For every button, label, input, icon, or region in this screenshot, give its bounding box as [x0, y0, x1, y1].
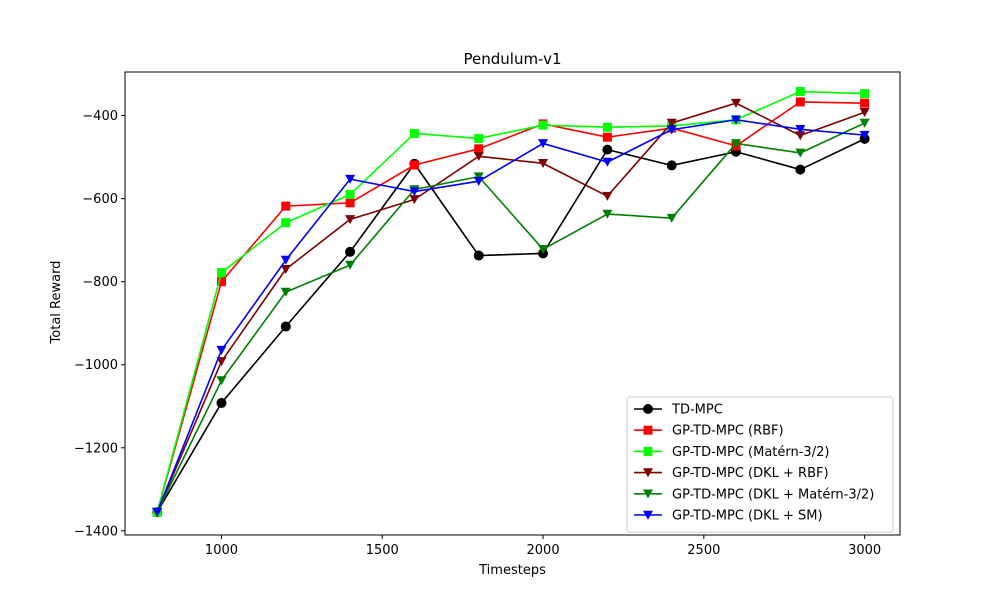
series-line-6 — [156, 118, 865, 513]
data-point-6 — [795, 125, 806, 135]
legend-label: GP-TD-MPC (RBF) — [672, 424, 784, 439]
data-point-4 — [409, 195, 420, 205]
data-point-2 — [602, 132, 612, 142]
data-point-2 — [281, 201, 291, 211]
plot-area: 1000 1500 2000 2500 3000 −1400 −1200 −1000 −800 −… — [74, 71, 901, 558]
y-tick-label: −400 — [82, 109, 118, 124]
data-point-6 — [859, 130, 870, 140]
y-tick-label: −800 — [82, 275, 118, 290]
data-point-4 — [216, 357, 227, 367]
y-tick-label: −1200 — [74, 441, 118, 456]
data-point-4 — [730, 98, 741, 108]
legend-marker — [643, 446, 653, 456]
data-point-2 — [345, 198, 355, 208]
legend-label: GP-TD-MPC (DKL + Matérn-3/2) — [672, 487, 874, 502]
y-axis-label: Total Reward — [49, 261, 64, 345]
data-point-5 — [666, 213, 677, 223]
data-point-5 — [345, 260, 356, 270]
legend-label: TD-MPC — [671, 403, 723, 418]
data-point-2 — [409, 160, 419, 170]
x-tick-label: 1000 — [205, 543, 238, 558]
data-point-6 — [473, 176, 484, 186]
series-line-1 — [156, 138, 865, 513]
legend-label: GP-TD-MPC (Matérn-3/2) — [672, 445, 829, 460]
data-point-5 — [859, 118, 870, 128]
data-point-6 — [666, 125, 677, 135]
data-point-6 — [602, 157, 613, 167]
data-point-4 — [345, 215, 356, 225]
data-point-1 — [666, 160, 677, 171]
legend-marker — [643, 468, 653, 478]
data-point-1 — [473, 250, 484, 261]
series-line-4 — [156, 102, 865, 513]
x-tick-label: 2000 — [527, 543, 560, 558]
x-tick-label: 3000 — [848, 543, 881, 558]
data-point-6 — [216, 345, 227, 355]
legend-marker — [643, 425, 653, 435]
data-point-5 — [216, 376, 227, 386]
y-tick-label: −600 — [82, 192, 118, 207]
data-point-4 — [859, 107, 870, 117]
x-tick-label: 1500 — [366, 543, 399, 558]
data-point-6 — [280, 255, 291, 265]
data-point-5 — [538, 245, 549, 255]
legend: TD-MPC GP-TD-MPC (RBF) GP-TD-MPC (Matérn-3… — [626, 396, 894, 533]
data-point-2 — [216, 277, 226, 287]
data-point-3 — [216, 268, 226, 278]
data-point-2 — [795, 97, 805, 107]
data-point-4 — [280, 264, 291, 274]
data-point-3 — [474, 133, 484, 143]
data-point-4 — [602, 191, 613, 201]
data-point-3 — [860, 89, 870, 99]
data-point-1 — [795, 164, 806, 175]
series-line-2 — [156, 101, 865, 513]
data-point-5 — [280, 287, 291, 297]
legend-marker — [643, 489, 653, 499]
data-point-4 — [538, 159, 549, 169]
legend-label: GP-TD-MPC (DKL + RBF) — [672, 466, 829, 481]
data-point-6 — [730, 115, 741, 125]
data-point-2 — [474, 144, 484, 154]
data-point-5 — [795, 148, 806, 158]
data-point-1 — [602, 144, 613, 155]
legend-box — [626, 396, 894, 533]
data-point-3 — [345, 189, 355, 199]
series-line-3 — [156, 90, 865, 513]
data-point-6 — [345, 174, 356, 184]
chart-title: Pendulum-v1 — [464, 50, 562, 68]
data-point-3 — [281, 218, 291, 228]
data-point-5 — [730, 139, 741, 149]
data-point-3 — [409, 128, 419, 138]
data-point-6 — [152, 507, 163, 517]
x-axis-label: Timesteps — [478, 563, 546, 578]
legend-marker — [643, 404, 653, 414]
legend-label: GP-TD-MPC (DKL + SM) — [672, 509, 823, 524]
data-point-1 — [280, 321, 291, 332]
data-point-5 — [602, 209, 613, 219]
data-point-3 — [602, 122, 612, 132]
y-tick-label: −1000 — [74, 358, 118, 373]
data-point-4 — [666, 118, 677, 128]
data-point-3 — [795, 87, 805, 97]
data-point-1 — [216, 397, 227, 408]
x-tick-label: 2500 — [687, 543, 720, 558]
axes-frame — [124, 71, 901, 536]
data-point-4 — [795, 131, 806, 141]
data-point-5 — [473, 172, 484, 182]
data-point-2 — [860, 98, 870, 108]
legend-marker — [643, 510, 653, 520]
data-point-6 — [409, 187, 420, 197]
data-point-1 — [345, 246, 356, 257]
data-point-3 — [538, 120, 548, 130]
series-line-5 — [156, 122, 865, 513]
y-tick-label: −1400 — [74, 524, 118, 539]
data-point-6 — [538, 139, 549, 149]
data-point-4 — [473, 151, 484, 161]
